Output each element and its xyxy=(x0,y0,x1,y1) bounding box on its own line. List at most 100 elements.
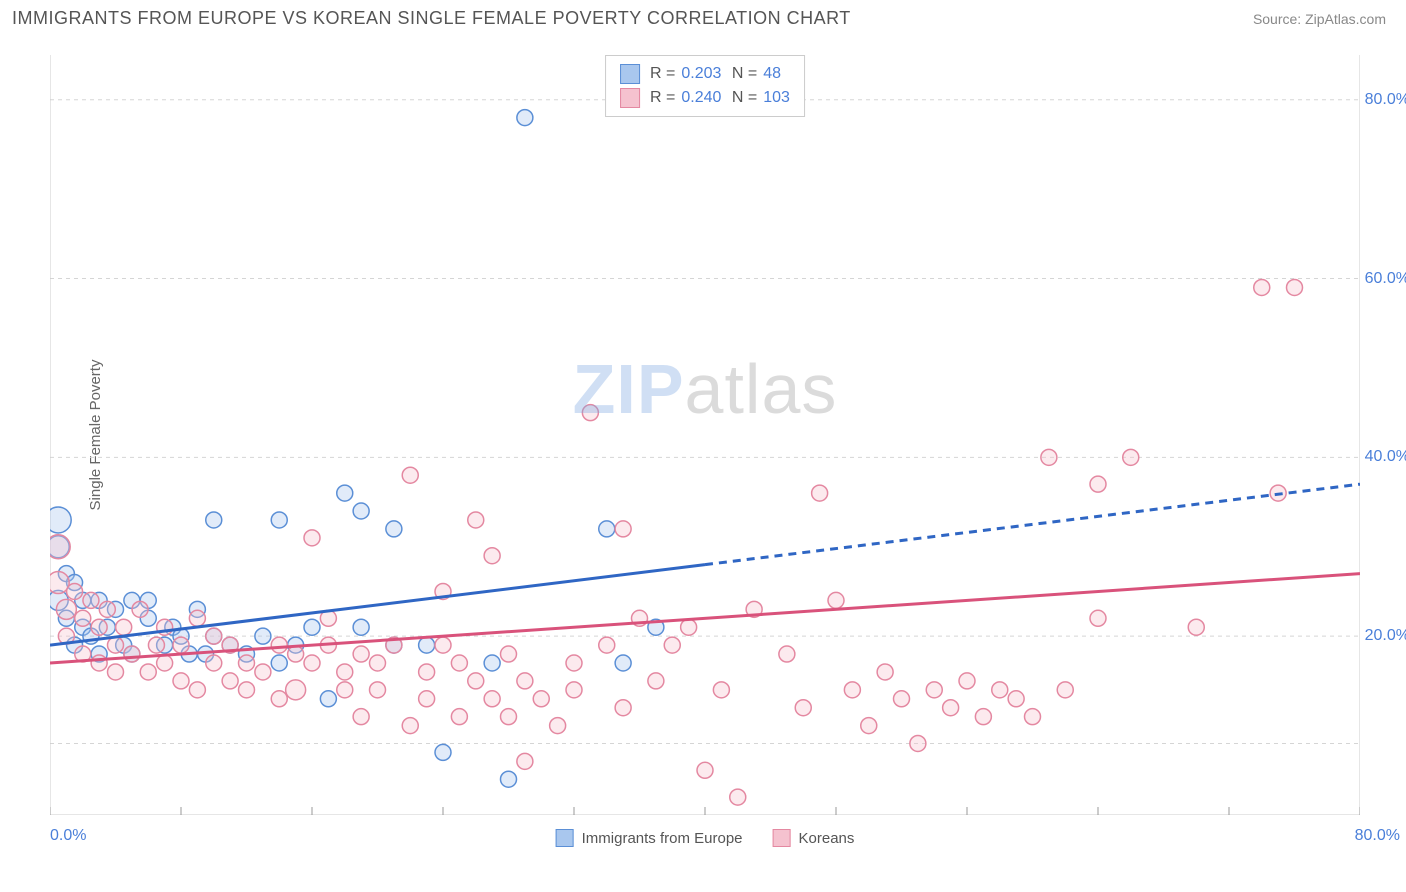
data-point xyxy=(239,682,255,698)
data-point xyxy=(353,619,369,635)
data-point xyxy=(582,405,598,421)
data-point xyxy=(75,610,91,626)
legend-label: Koreans xyxy=(799,830,855,847)
y-tick-label: 60.0% xyxy=(1365,270,1406,288)
data-point xyxy=(1254,279,1270,295)
data-point xyxy=(910,735,926,751)
data-point xyxy=(1041,449,1057,465)
data-point xyxy=(286,680,306,700)
data-point xyxy=(713,682,729,698)
data-point xyxy=(468,673,484,689)
data-point xyxy=(370,682,386,698)
data-point xyxy=(1188,619,1204,635)
data-point xyxy=(288,646,304,662)
data-point xyxy=(599,521,615,537)
data-point xyxy=(828,592,844,608)
data-point xyxy=(337,485,353,501)
data-point xyxy=(681,619,697,635)
legend-item: Koreans xyxy=(773,829,855,847)
data-point xyxy=(730,789,746,805)
data-point xyxy=(664,637,680,653)
y-tick-label: 40.0% xyxy=(1365,448,1406,466)
data-point xyxy=(116,619,132,635)
data-point xyxy=(943,700,959,716)
stats-text: R =0.203 N =48 xyxy=(650,65,781,83)
data-point xyxy=(189,610,205,626)
legend-swatch xyxy=(773,829,791,847)
data-point xyxy=(615,655,631,671)
data-point xyxy=(1025,709,1041,725)
data-point xyxy=(99,601,115,617)
data-point xyxy=(206,512,222,528)
data-point xyxy=(304,530,320,546)
data-point xyxy=(501,771,517,787)
data-point xyxy=(108,637,124,653)
data-point xyxy=(271,691,287,707)
data-point xyxy=(255,664,271,680)
data-point xyxy=(484,691,500,707)
data-point xyxy=(1008,691,1024,707)
data-point xyxy=(484,655,500,671)
data-point xyxy=(320,691,336,707)
data-point xyxy=(419,637,435,653)
scatter-plot xyxy=(50,55,1360,815)
data-point xyxy=(50,535,70,559)
data-point xyxy=(255,628,271,644)
data-point xyxy=(861,718,877,734)
trend-line xyxy=(50,574,1360,663)
data-point xyxy=(206,628,222,644)
chart-area: Single Female Poverty ZIPatlas R =0.203 … xyxy=(50,55,1360,815)
data-point xyxy=(877,664,893,680)
data-point xyxy=(648,673,664,689)
data-point xyxy=(926,682,942,698)
data-point xyxy=(353,503,369,519)
data-point xyxy=(370,655,386,671)
bottom-legend: Immigrants from EuropeKoreans xyxy=(556,829,855,847)
data-point xyxy=(484,548,500,564)
data-point xyxy=(812,485,828,501)
data-point xyxy=(795,700,811,716)
header: IMMIGRANTS FROM EUROPE VS KOREAN SINGLE … xyxy=(0,0,1406,33)
legend-swatch xyxy=(620,64,640,84)
data-point xyxy=(451,709,467,725)
data-point xyxy=(271,637,287,653)
source-label: Source: ZipAtlas.com xyxy=(1253,11,1386,27)
data-point xyxy=(50,507,71,533)
data-point xyxy=(501,646,517,662)
data-point xyxy=(599,637,615,653)
data-point xyxy=(91,619,107,635)
data-point xyxy=(337,664,353,680)
chart-title: IMMIGRANTS FROM EUROPE VS KOREAN SINGLE … xyxy=(12,8,851,29)
data-point xyxy=(304,655,320,671)
data-point xyxy=(844,682,860,698)
data-point xyxy=(222,673,238,689)
x-tick-right: 80.0% xyxy=(1355,827,1400,845)
data-point xyxy=(337,682,353,698)
data-point xyxy=(468,512,484,528)
data-point xyxy=(189,682,205,698)
data-point xyxy=(402,467,418,483)
data-point xyxy=(56,599,76,619)
data-point xyxy=(132,601,148,617)
data-point xyxy=(517,673,533,689)
data-point xyxy=(271,512,287,528)
data-point xyxy=(140,664,156,680)
legend-swatch xyxy=(556,829,574,847)
data-point xyxy=(959,673,975,689)
trend-line-dashed xyxy=(705,484,1360,564)
data-point xyxy=(615,521,631,537)
data-point xyxy=(975,709,991,725)
stats-legend-box: R =0.203 N =48 R =0.240 N =103 xyxy=(605,55,805,117)
data-point xyxy=(271,655,287,671)
data-point xyxy=(517,110,533,126)
data-point xyxy=(386,521,402,537)
data-point xyxy=(419,691,435,707)
data-point xyxy=(91,655,107,671)
data-point xyxy=(353,709,369,725)
x-tick-left: 0.0% xyxy=(50,827,86,845)
data-point xyxy=(517,753,533,769)
data-point xyxy=(501,709,517,725)
data-point xyxy=(1090,610,1106,626)
data-point xyxy=(533,691,549,707)
stats-row: R =0.240 N =103 xyxy=(620,86,790,110)
